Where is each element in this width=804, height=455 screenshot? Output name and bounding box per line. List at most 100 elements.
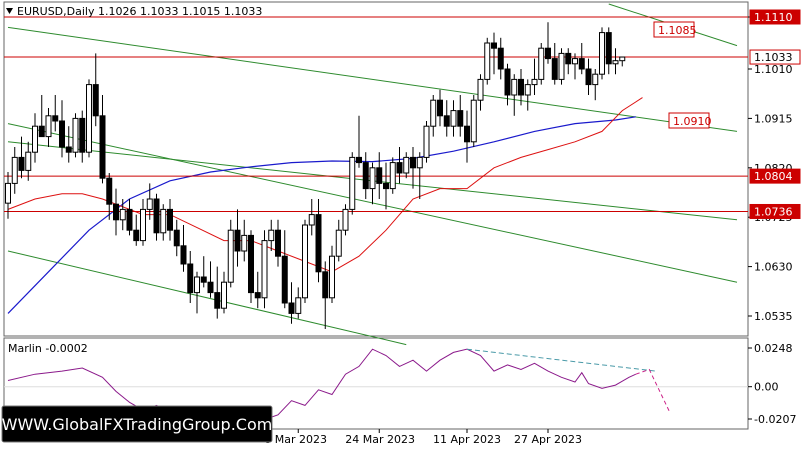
candle [335,219,342,262]
candle [180,225,187,272]
candle [72,113,79,158]
candle [153,193,160,241]
candle [254,271,261,309]
bull-candle-body [119,208,126,221]
bull-candle-body [558,52,565,80]
bear-candle-body [79,117,86,153]
candle [551,43,558,85]
bear-candle-body [207,281,214,294]
bear-candle-body [153,198,160,234]
candle [484,37,491,85]
candle [497,37,504,80]
channel-line [7,26,738,132]
candle [214,266,221,319]
candle [349,152,356,215]
bull-candle-body [470,99,477,143]
bull-candle-body [11,156,18,184]
candle [45,108,52,147]
bear-candle-body [585,68,592,86]
bear-candle-body [288,302,295,314]
osc-tick-label: 0.0248 [754,342,793,355]
channel-line [7,250,407,346]
bear-candle-body [491,42,497,49]
candle [538,43,545,85]
bull-candle-body [511,78,518,96]
bull-candle-body [140,208,146,242]
bear-candle-body [133,229,140,242]
price-tick-label: 1.1010 [754,63,793,76]
bull-candle-body [430,99,437,127]
candle [241,219,248,262]
candle [470,95,477,147]
candle [572,53,578,80]
bull-candle-body [32,125,38,153]
candle [38,95,45,138]
candle [450,100,457,137]
candle [504,63,511,106]
bull-candle-body [241,234,248,252]
bull-candle-body [477,78,484,101]
candle [464,110,470,163]
bull-candle-body [612,60,619,65]
main-pane-frame [3,1,749,337]
candle [315,199,322,283]
bull-candle-body [572,58,578,65]
candle [437,89,443,127]
candle [227,219,234,288]
bear-candle-body [59,120,65,148]
candle [79,110,86,163]
price-tick-label: 1.0535 [754,310,793,323]
bull-candle-body [335,229,342,257]
target-box [653,21,695,38]
bull-candle-body [194,276,200,294]
oscillator-forecast-line [635,368,670,412]
candle [619,56,626,67]
candle [457,95,464,137]
price-level-tag-label: 1.0804 [754,170,793,183]
candle [187,251,194,303]
candle [342,204,349,236]
dropdown-triangle-icon[interactable] [6,8,13,14]
time-tick-label: 24 Mar 2023 [345,433,415,446]
candle [268,219,275,251]
bull-candle-body [619,56,626,62]
candle [194,271,200,314]
candle [322,261,329,329]
bear-candle-body [565,52,572,65]
candle [565,48,572,75]
bear-candle-body [322,271,329,299]
bear-candle-body [376,167,383,184]
bull-candle-body [295,297,302,314]
bull-candle-body [524,84,531,96]
osc-tick-label: -0.0207 [754,413,796,426]
price-level-tag-label: 1.1110 [754,11,793,24]
time-tick-label: 27 Apr 2023 [514,433,582,446]
candle [11,147,18,194]
candle [362,152,369,199]
bull-candle-body [342,208,349,231]
target-label: 1.0910 [673,115,712,128]
candle [160,204,167,241]
bear-candle-body [18,156,25,171]
candle [416,152,423,199]
candle [221,271,227,314]
candle [65,126,72,163]
candle [518,69,524,106]
bull-candle-body [423,125,430,158]
candle [491,32,497,75]
candle [511,74,518,116]
bull-candle-body [160,208,167,234]
target-label: 1.1085 [658,24,697,37]
bear-candle-body [173,229,180,247]
bull-candle-body [349,156,356,210]
bull-candle-body [531,78,538,86]
candle [396,147,403,184]
bull-candle-body [302,224,308,299]
candle [356,115,362,168]
bull-candle-body [268,229,275,242]
bear-candle-body [234,229,241,252]
time-axis: 8 Mar 2023 24 Mar 2023 11 Apr 2023 27 Apr 2… [264,429,582,446]
symbol-header: EURUSD,Daily 1.1026 1.1033 1.1015 1.1033 [17,5,262,18]
bear-candle-body [65,146,72,153]
bear-candle-body [38,125,45,138]
